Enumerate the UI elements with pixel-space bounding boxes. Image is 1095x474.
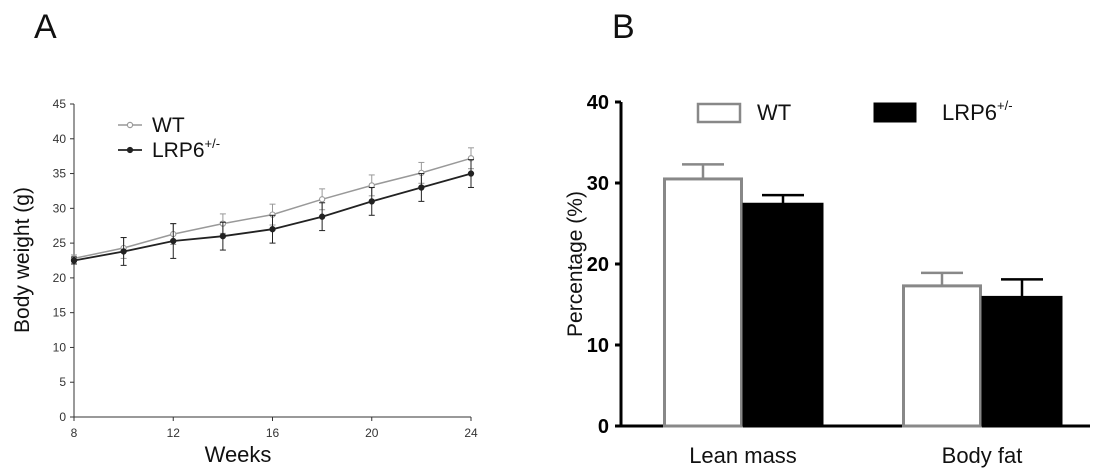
bar-chart-bars: Lean mass Body fat: [663, 163, 1063, 468]
legend-marker-lrp6: [126, 146, 134, 154]
y-tick-label: 5: [59, 375, 66, 389]
bar-legend-item-wt: WT: [696, 100, 791, 125]
legend-label-lrp6-sup: +/-: [205, 136, 221, 151]
legend-marker-wt: [126, 121, 134, 129]
y-axis-label: Body weight (g): [11, 187, 34, 333]
line-chart-body-weight: 0 5 10 15 20 25 30 35 40 45 8 12 16 20 24 Weeks Body w…: [11, 97, 478, 467]
y-tick-label: 35: [53, 167, 67, 181]
line-chart-axes: [73, 104, 471, 418]
x-tick-label: 12: [167, 426, 181, 440]
y-tick-label: 0: [59, 410, 66, 424]
legend-label-lrp6: LRP6+/-: [152, 136, 220, 162]
bar-y-tick-label: 40: [587, 92, 609, 114]
bar-y-tick-label: 20: [587, 254, 609, 276]
bar-group-lean-mass: Lean mass: [663, 163, 824, 468]
x-tick-label: 16: [266, 426, 280, 440]
bar-chart-body-composition: 0 10 20 30 40 Lean mass Body fat Percentage (…: [564, 92, 1090, 468]
bar-legend-label-lrp6: LRP6+/-: [942, 98, 1013, 125]
legend-item-wt: WT: [118, 114, 185, 137]
data-point: [70, 257, 78, 264]
category-label: Lean mass: [689, 443, 797, 468]
bar-lrp6: [981, 295, 1063, 427]
data-point: [170, 237, 177, 245]
y-tick-label: 45: [53, 97, 67, 111]
bar-legend-label-lrp6-sup: +/-: [997, 98, 1013, 113]
y-tick-label: 15: [53, 306, 67, 320]
data-point: [318, 196, 326, 203]
bar-legend-label-lrp6-name: LRP6: [942, 100, 997, 125]
data-point: [467, 170, 475, 177]
data-point: [120, 248, 127, 255]
series-wt: [70, 147, 475, 263]
x-axis-label: Weeks: [205, 442, 272, 467]
bar-y-tick-label: 30: [587, 173, 609, 195]
line-chart-series: [70, 147, 475, 266]
bar-wt: [663, 177, 743, 428]
bar-y-axis-label: Percentage (%): [564, 191, 587, 337]
y-tick-label: 30: [53, 201, 67, 215]
x-tick-label: 24: [464, 426, 478, 440]
bar-group-body-fat: Body fat: [902, 271, 1063, 468]
y-tick-label: 20: [53, 271, 67, 285]
panel-label-a: A: [34, 8, 57, 46]
panel-label-b: B: [612, 8, 635, 46]
bar-y-tick-label: 10: [587, 335, 609, 357]
category-label: Body fat: [942, 443, 1023, 468]
line-chart-ticks: 0 5 10 15 20 25 30 35 40 45 8 12 16 20 24: [53, 97, 478, 440]
data-point: [368, 198, 375, 205]
bar-legend-item-lrp6: LRP6+/-: [873, 98, 1013, 125]
bar-legend-swatch-lrp6: [873, 102, 917, 123]
bar-lrp6: [742, 202, 824, 427]
legend-label-lrp6-name: LRP6: [152, 139, 205, 162]
data-point: [269, 226, 276, 233]
x-tick-label: 8: [71, 426, 78, 440]
y-tick-label: 40: [53, 132, 67, 146]
series-lrp6: [70, 159, 475, 266]
data-point: [219, 233, 227, 240]
y-tick-label: 25: [53, 236, 67, 250]
bar-chart-ticks: 0 10 20 30 40: [587, 92, 621, 438]
bar-legend-swatch-wt: [696, 102, 742, 124]
bar-legend-label-wt: WT: [757, 100, 791, 125]
x-tick-label: 20: [365, 426, 379, 440]
bar-chart-legend: WT LRP6+/-: [696, 98, 1013, 125]
line-chart-legend: WT LRP6+/-: [118, 114, 220, 162]
y-tick-label: 10: [53, 340, 67, 354]
data-point: [318, 213, 326, 220]
legend-item-lrp6: LRP6+/-: [118, 136, 220, 162]
data-point: [418, 184, 425, 191]
bar-wt: [902, 284, 982, 428]
bar-y-tick-label: 0: [598, 416, 609, 438]
legend-label-wt: WT: [152, 114, 185, 137]
